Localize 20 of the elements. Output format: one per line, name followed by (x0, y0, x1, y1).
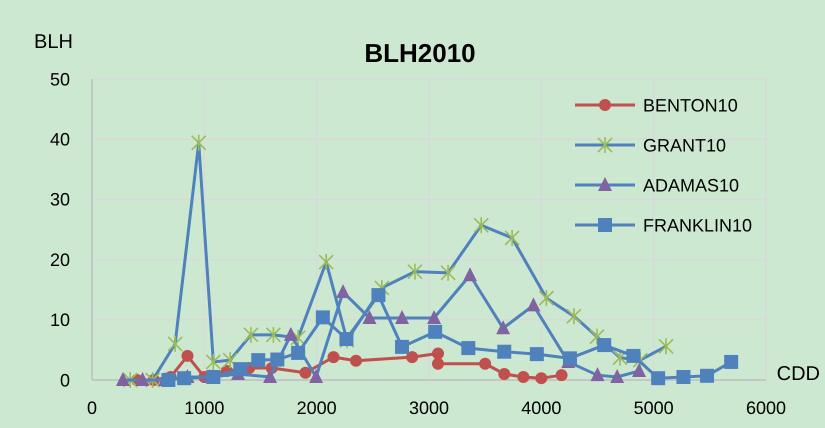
x-tick-label: 4000 (521, 398, 562, 418)
legend-label: FRANKLIN10 (643, 215, 752, 236)
y-axis-title: BLH (34, 31, 73, 53)
y-tick-label: 40 (50, 130, 70, 150)
x-tick-label: 5000 (634, 398, 674, 418)
y-tick-label: 10 (50, 310, 70, 330)
y-tick-label: 30 (50, 190, 70, 210)
x-tick-label: 0 (86, 398, 98, 418)
x-tick-label: 2000 (296, 398, 337, 418)
legend-label: BENTON10 (643, 95, 738, 116)
legend-label: ADAMAS10 (643, 175, 740, 196)
x-tick-label: 1000 (184, 398, 224, 418)
x-axis-title: CDD (776, 363, 820, 385)
legend-label: GRANT10 (643, 135, 726, 156)
y-tick-label: 20 (50, 250, 70, 270)
x-tick-label: 3000 (408, 398, 450, 418)
chart-title: BLH2010 (364, 38, 476, 68)
y-tick-label: 50 (50, 69, 70, 90)
x-tick-label: 6000 (746, 398, 786, 418)
y-tick-label: 0 (60, 370, 70, 390)
